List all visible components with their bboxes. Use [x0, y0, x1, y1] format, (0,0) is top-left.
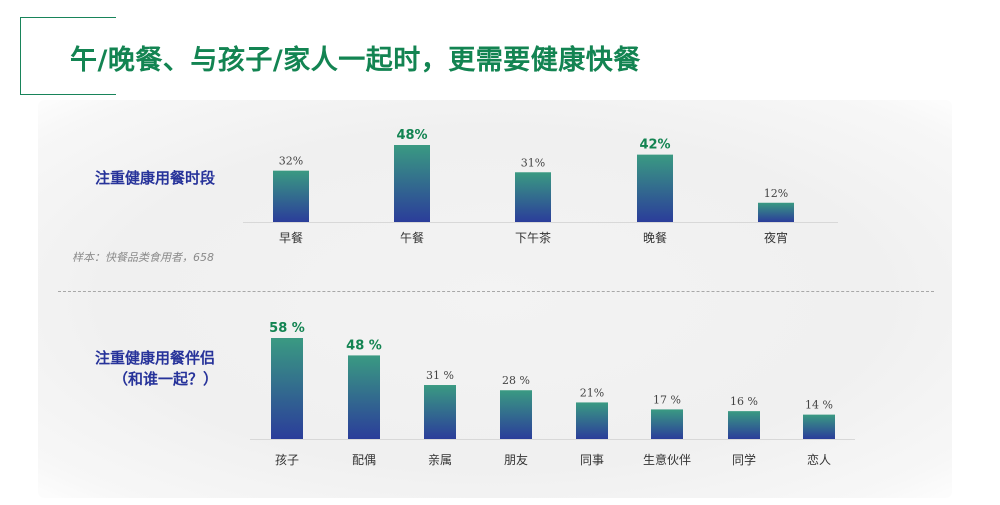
- chart1-bar-2: [394, 145, 430, 222]
- chart1-value-label-4: 42%: [639, 138, 670, 153]
- chart2-category-label-8: 恋人: [807, 452, 831, 467]
- chart2-category-label-7: 同学: [732, 452, 756, 467]
- chart-panel: [38, 100, 952, 498]
- chart1-value-label-2: 48%: [396, 128, 427, 143]
- chart2-bar-7: [728, 411, 760, 439]
- chart2-value-label-2: 48 %: [346, 338, 382, 353]
- chart2-bar-6: [651, 409, 683, 439]
- chart1-value-label-1: 32%: [279, 155, 303, 168]
- section-divider: [58, 291, 934, 292]
- sample-note: 样本：快餐品类食用者，658: [72, 251, 214, 264]
- chart1-bar-4: [637, 154, 673, 222]
- chart2-bar-8: [803, 414, 835, 439]
- chart1-bar-5: [758, 202, 794, 222]
- chart1-category-label-1: 早餐: [279, 230, 303, 245]
- chart2-value-label-5: 21%: [580, 386, 604, 399]
- chart1-category-label-3: 下午茶: [515, 230, 551, 245]
- chart2-bar-2: [348, 355, 380, 439]
- chart1-title: 注重健康用餐时段: [95, 169, 216, 187]
- chart1-bar-3: [515, 172, 551, 222]
- chart1-category-label-2: 午餐: [400, 230, 424, 245]
- chart2-value-label-8: 14 %: [805, 399, 833, 412]
- chart1-value-label-3: 31%: [521, 156, 545, 169]
- chart2-category-label-6: 生意伙伴: [643, 452, 691, 467]
- title-bracket-frame: [20, 17, 116, 95]
- chart2-category-label-4: 朋友: [504, 453, 528, 467]
- chart2-value-label-3: 31 %: [426, 369, 454, 382]
- chart2-bar-1: [271, 338, 303, 439]
- chart1-category-label-5: 夜宵: [764, 230, 788, 245]
- chart2-value-label-1: 58 %: [269, 321, 305, 336]
- chart2-category-label-1: 孩子: [275, 453, 299, 467]
- chart2-subtitle: （和谁一起？）: [113, 370, 219, 388]
- chart2-value-label-7: 16 %: [730, 395, 758, 408]
- chart2-category-label-5: 同事: [580, 453, 604, 467]
- chart1-bar-1: [273, 170, 309, 222]
- page-title: 午/晚餐、与孩子/家人一起时，更需要健康快餐: [70, 45, 641, 76]
- chart2-value-label-4: 28 %: [502, 374, 530, 387]
- chart2-bar-3: [424, 385, 456, 439]
- chart2-category-label-2: 配偶: [352, 453, 376, 467]
- chart1-value-label-5: 12%: [764, 187, 788, 200]
- chart2-category-label-3: 亲属: [428, 453, 452, 467]
- chart1-category-label-4: 晚餐: [643, 230, 667, 245]
- chart2-value-label-6: 17 %: [653, 393, 681, 406]
- chart2-bar-4: [500, 390, 532, 439]
- chart2-bar-5: [576, 402, 608, 439]
- chart2-title: 注重健康用餐伴侣: [95, 349, 216, 367]
